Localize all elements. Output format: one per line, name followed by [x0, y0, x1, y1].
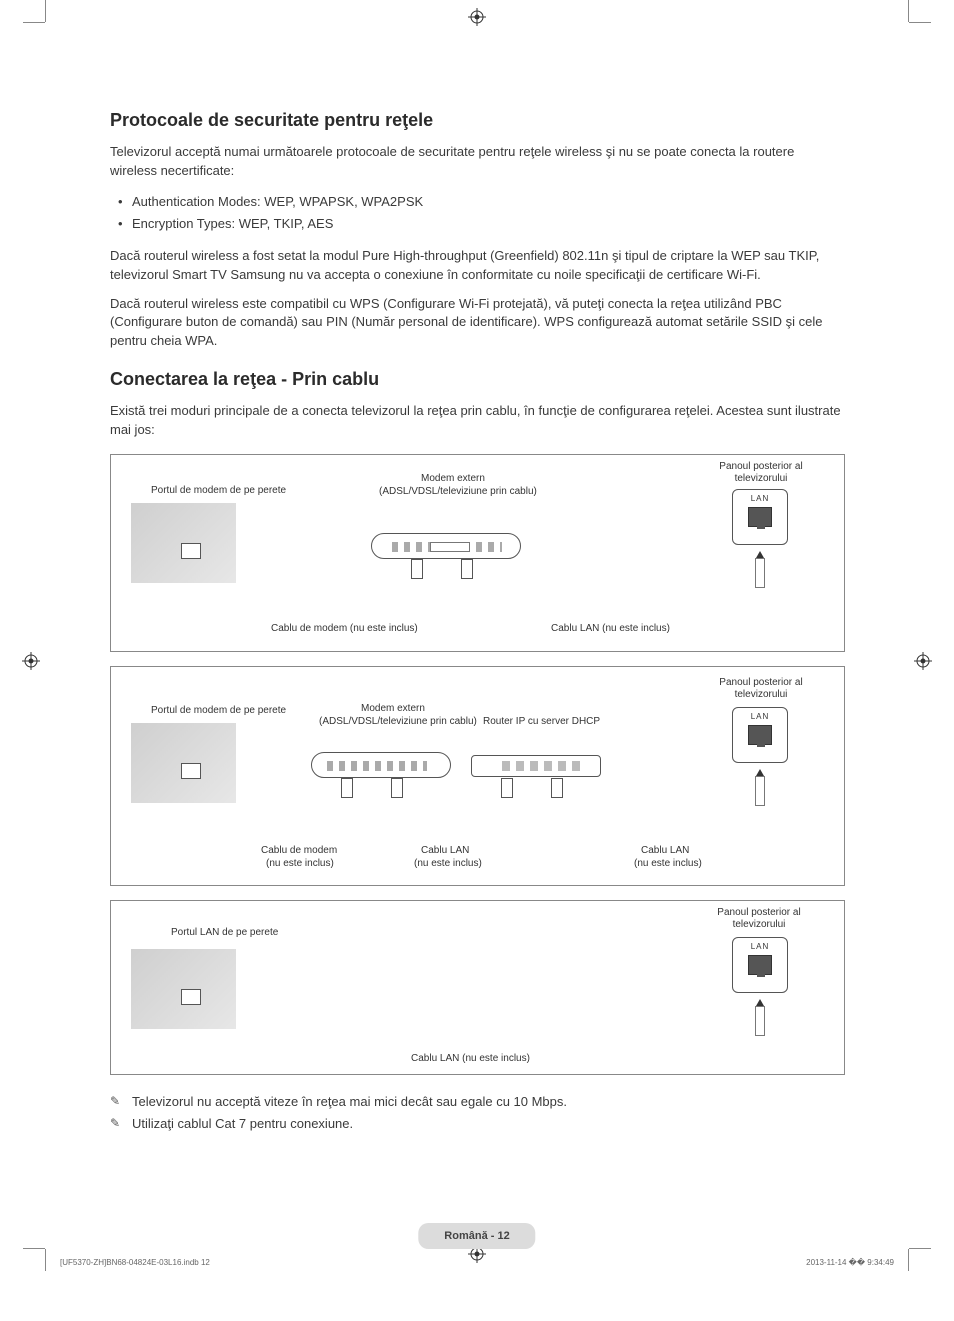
cable-modem-2lb: (nu este inclus) — [266, 858, 334, 871]
cable-connector-icon — [391, 778, 403, 798]
registration-mark-icon — [914, 652, 932, 670]
arrow-up-icon — [756, 999, 764, 1006]
cable-lan-label: Cablu LAN (nu este inclus) — [411, 1053, 530, 1066]
modem-sub: (ADSL/VDSL/televiziune prin cablu) — [319, 716, 477, 729]
diagram-2: Portul de modem de pe perete Modem exter… — [110, 666, 845, 886]
tv-lan-panel-icon: LAN — [732, 937, 788, 993]
wall-modem-label: Portul de modem de pe perete — [151, 705, 286, 718]
section1-intro: Televizorul acceptă numai următoarele pr… — [110, 143, 844, 181]
tv-panel-label: Panoul posterior al televizorului — [704, 907, 814, 932]
arrow-up-icon — [756, 551, 764, 558]
diagram-1: Portul de modem de pe perete Modem exter… — [110, 454, 845, 652]
tv-panel-label: Panoul posterior al televizorului — [706, 677, 816, 702]
footer-right: 2013-11-14 �� 9:34:49 — [806, 1258, 894, 1267]
bullet-item: Authentication Modes: WEP, WPAPSK, WPA2P… — [114, 191, 844, 213]
cable-up-icon — [755, 558, 765, 588]
registration-mark-icon — [22, 652, 40, 670]
lan-label: LAN — [733, 494, 787, 503]
cable-connector-icon — [341, 778, 353, 798]
cable-lan-label: Cablu LAN (nu este inclus) — [551, 623, 670, 636]
cable-connector-icon — [411, 559, 423, 579]
lan-label: LAN — [733, 942, 787, 951]
cable-connector-icon — [501, 778, 513, 798]
cable-up-icon — [755, 776, 765, 806]
tv-panel-label: Panoul posterior al televizorului — [706, 461, 816, 486]
footer-left: [UF5370-ZH]BN68-04824E-03L16.indb 12 — [60, 1258, 210, 1267]
cable-lan-2la: Cablu LAN — [641, 845, 689, 858]
modem-sub: (ADSL/VDSL/televiziune prin cablu) — [379, 486, 537, 499]
router-icon — [471, 755, 601, 777]
modem-icon — [371, 533, 521, 559]
modem-title: Modem extern — [421, 473, 485, 486]
section2-heading: Conectarea la reţea - Prin cablu — [110, 369, 844, 390]
wall-port-icon — [131, 723, 236, 803]
modem-title: Modem extern — [361, 703, 425, 716]
cable-lan-2lb: (nu este inclus) — [414, 858, 482, 871]
cable-connector-icon — [551, 778, 563, 798]
modem-icon — [311, 752, 451, 778]
section1-para2: Dacă routerul wireless este compatibil c… — [110, 295, 844, 352]
section2-intro: Există trei moduri principale de a conec… — [110, 402, 844, 440]
cable-modem-label: Cablu de modem (nu este inclus) — [271, 623, 418, 636]
cable-lan-2lb: (nu este inclus) — [634, 858, 702, 871]
page-number-badge: Română - 12 — [418, 1223, 535, 1249]
wall-port-icon — [131, 949, 236, 1029]
note-item: Utilizaţi cablul Cat 7 pentru conexiune. — [110, 1113, 844, 1135]
cable-connector-icon — [461, 559, 473, 579]
tv-lan-panel-icon: LAN — [732, 489, 788, 545]
print-footer: [UF5370-ZH]BN68-04824E-03L16.indb 12 201… — [60, 1258, 894, 1267]
section1-bullets: Authentication Modes: WEP, WPAPSK, WPA2P… — [114, 191, 844, 235]
registration-mark-icon — [468, 8, 486, 26]
wall-port-icon — [131, 503, 236, 583]
bullet-item: Encryption Types: WEP, TKIP, AES — [114, 213, 844, 235]
arrow-up-icon — [756, 769, 764, 776]
wall-modem-label: Portul de modem de pe perete — [151, 485, 286, 498]
page-content: Protocoale de securitate pentru reţele T… — [0, 0, 954, 1175]
diagram-3: Portul LAN de pe perete Panoul posterior… — [110, 900, 845, 1075]
cable-lan-2la: Cablu LAN — [421, 845, 469, 858]
lan-label: LAN — [733, 712, 787, 721]
section1-heading: Protocoale de securitate pentru reţele — [110, 110, 844, 131]
cable-modem-2la: Cablu de modem — [261, 845, 337, 858]
tv-lan-panel-icon: LAN — [732, 707, 788, 763]
cable-up-icon — [755, 1006, 765, 1036]
section1-para1: Dacă routerul wireless a fost setat la m… — [110, 247, 844, 285]
note-item: Televizorul nu acceptă viteze în reţea m… — [110, 1091, 844, 1113]
wall-lan-label: Portul LAN de pe perete — [171, 927, 278, 940]
notes: Televizorul nu acceptă viteze în reţea m… — [110, 1091, 844, 1135]
router-title: Router IP cu server DHCP — [483, 716, 600, 729]
